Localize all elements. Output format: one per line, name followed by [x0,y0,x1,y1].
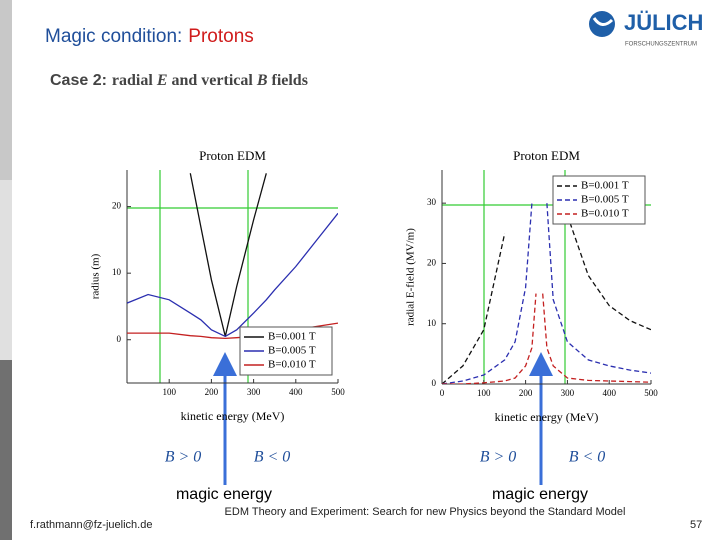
y-tick-label: 10 [427,318,437,328]
annotation: B > 0 [480,449,517,466]
logo-text: JÜLICH [624,10,703,35]
x-tick-label: 200 [519,388,533,398]
x-tick-label: 200 [205,387,219,397]
title-highlight: Protons [188,26,253,47]
x-tick-label: 300 [247,387,261,397]
side-bar [0,0,12,180]
annotation: B < 0 [254,449,291,466]
annotation: magic energy [492,486,588,503]
legend-label: B=0.010 T [581,208,629,220]
legend-label: B=0.001 T [268,331,316,343]
legend-label: B=0.001 T [581,180,629,192]
y-tick-label: 0 [117,334,122,344]
x-axis-label: kinetic energy (MeV) [181,409,285,423]
slide-title: Magic condition: Protons [45,26,254,47]
x-tick-label: 500 [331,387,345,397]
series-line [442,214,651,384]
legend-box [239,326,333,376]
subtitle-part: fields [271,72,307,89]
subtitle-part: B [256,72,268,89]
legend-label: B=0.010 T [268,359,316,371]
footer-email: f.rathmann@fz-juelich.de [30,519,153,531]
legend-box [552,175,646,225]
annotation: magic energy [176,486,272,503]
x-tick-label: 0 [440,388,445,398]
x-tick-label: 100 [477,388,491,398]
footer-talk: EDM Theory and Experiment: Search for ne… [224,506,626,518]
subtitle-lead: Case 2: [50,72,107,89]
logo-subtext: FORSCHUNGSZENTRUM [625,42,697,48]
annotation: B > 0 [165,449,202,466]
y-axis-label: radius (m) [90,253,102,299]
guide-lines [127,170,651,384]
y-tick-label: 0 [432,378,437,388]
footer-page: 57 [690,519,703,531]
subtitle-part: E [156,72,168,89]
logo: JÜLICH FORSCHUNGSZENTRUM [589,10,703,48]
legend-label: B=0.005 T [268,345,316,357]
side-bar [0,360,12,540]
series-line [442,203,651,384]
x-tick-label: 500 [644,388,658,398]
y-tick-label: 20 [112,201,122,211]
chart-title: Proton EDM [513,148,580,163]
title-text: Magic condition: [45,26,182,47]
x-tick-label: 300 [561,388,575,398]
series-line [442,293,651,384]
x-tick-label: 100 [162,387,176,397]
x-tick-label: 400 [602,388,616,398]
x-tick-label: 400 [289,387,303,397]
plot-lines [442,203,651,384]
y-tick-label: 10 [112,267,122,277]
series-line [127,212,338,338]
annotation: B < 0 [569,449,606,466]
subtitle-part: radial [112,72,153,89]
chart-title: Proton EDM [199,148,266,163]
y-axis-label: radial E-field (MV/m) [405,228,417,326]
x-axis-label: kinetic energy (MeV) [495,410,599,424]
y-tick-label: 30 [427,197,437,207]
plot-lines [127,173,338,340]
subtitle-part: and vertical [171,72,253,89]
legend-label: B=0.005 T [581,194,629,206]
side-bar [0,180,12,360]
y-tick-label: 20 [427,257,437,267]
